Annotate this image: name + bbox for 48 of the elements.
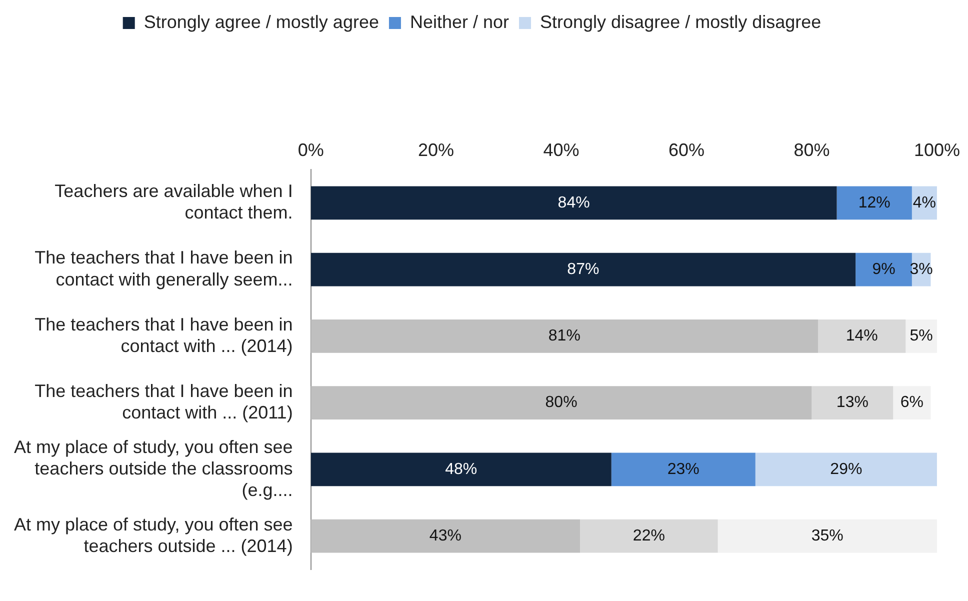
data-label: 13% bbox=[836, 394, 868, 412]
data-label: 9% bbox=[872, 260, 896, 278]
data-label: 3% bbox=[910, 260, 933, 278]
y-tick-label: At my place of study, you often see teachers outside the classrooms (e.g.... bbox=[14, 436, 293, 500]
data-label: 22% bbox=[632, 527, 665, 544]
data-label: 29% bbox=[830, 460, 862, 478]
data-label: 5% bbox=[910, 328, 933, 345]
legend-label: Strongly agree / mostly agree bbox=[144, 12, 379, 32]
data-label: 6% bbox=[900, 394, 924, 412]
y-tick-label: The teachers that I have been in contact with generally seem... bbox=[34, 248, 293, 290]
data-label: 14% bbox=[846, 328, 878, 345]
data-label: 84% bbox=[558, 194, 590, 212]
bar bbox=[310, 452, 612, 486]
data-label: 43% bbox=[429, 527, 462, 544]
y-tick-label: The teachers that I have been in contact with ... (2014) bbox=[34, 314, 293, 356]
y-tick-label: The teachers that I have been in contact with ... (2011) bbox=[34, 380, 293, 423]
data-label: 23% bbox=[667, 460, 700, 478]
bar bbox=[818, 320, 906, 353]
x-tick-label: 80% bbox=[794, 140, 830, 160]
data-label: 81% bbox=[548, 328, 580, 345]
data-label: 4% bbox=[912, 194, 936, 212]
bar bbox=[310, 386, 812, 420]
bar bbox=[836, 186, 912, 220]
bar bbox=[812, 386, 894, 420]
data-label: 48% bbox=[445, 460, 478, 478]
bar bbox=[310, 519, 580, 553]
data-label: 12% bbox=[858, 194, 890, 212]
legend-label: Neither / nor bbox=[410, 12, 510, 32]
x-tick-label: 40% bbox=[543, 140, 580, 160]
bar bbox=[611, 452, 756, 486]
legend-label: Strongly disagree / mostly disagree bbox=[540, 12, 822, 32]
bar bbox=[755, 452, 937, 486]
bar bbox=[310, 252, 856, 286]
bar bbox=[310, 320, 818, 353]
data-label: 87% bbox=[567, 260, 600, 278]
x-tick-label: 20% bbox=[418, 140, 454, 160]
bar bbox=[580, 519, 718, 553]
bar bbox=[310, 186, 837, 220]
x-tick-label: 60% bbox=[668, 140, 705, 160]
x-tick-label: 100% bbox=[914, 140, 960, 160]
data-label: 80% bbox=[545, 394, 578, 412]
bar bbox=[856, 252, 912, 286]
x-tick-label: 0% bbox=[298, 140, 324, 160]
y-tick-label: At my place of study, you often see teachers outside ... (2014) bbox=[14, 514, 293, 556]
bar bbox=[718, 519, 937, 553]
data-label: 35% bbox=[811, 527, 844, 544]
bar bbox=[893, 386, 931, 420]
y-tick-label: Teachers are available when I contact them. bbox=[54, 181, 293, 223]
